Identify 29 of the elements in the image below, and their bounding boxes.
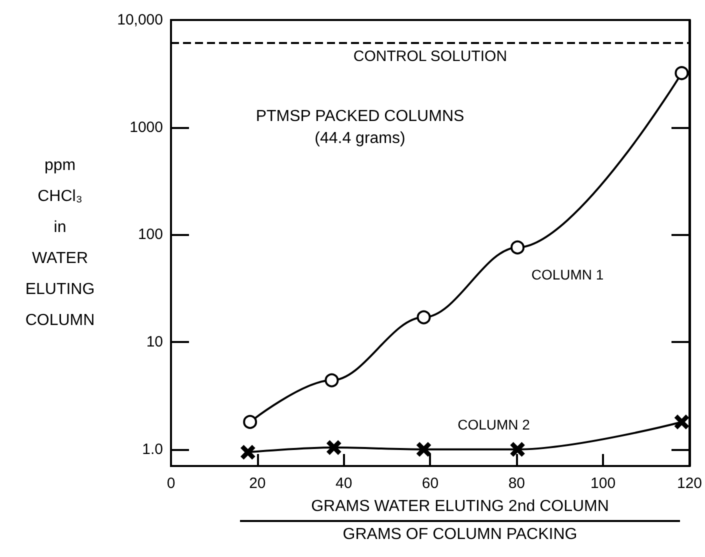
point [416,310,431,324]
x-tick-label: 100 [590,475,616,492]
x-tick-label: 80 [508,475,525,492]
x-tick-label: 0 [166,475,176,492]
point [674,66,689,80]
point [510,442,525,456]
point [324,373,339,388]
point [243,414,258,429]
x-tick-label: 60 [422,475,439,492]
series-label: COLUMN 2 [458,416,530,432]
ref-line-label: CONTROL SOLUTION [353,48,508,66]
annotation: (44.4 grams) [314,129,406,149]
x-axis-title: GRAMS WATER ELUTING 2nd COLUMN GRAMS OF COLUMN PACKING [310,497,610,545]
y-tick-label: 100 [138,226,163,244]
annotation: PTMSP PACKED COLUMNS [254,107,466,127]
y-tick-label: 10,000 [117,12,163,28]
y-tick-label: 10 [146,334,163,351]
point [674,414,689,429]
x-tick-label: 120 [676,475,702,492]
y-tick-label: 1000 [130,118,163,136]
point [510,240,525,254]
series-label: COLUMN 1 [531,266,604,282]
y-tick-label: 1.0 [142,440,163,458]
x-tick-label: 20 [249,475,266,492]
y-axis-title: ppm CHCl₃ in WATER ELUTING COLUMN [24,156,96,331]
point [240,445,255,460]
point [416,442,431,456]
x-tick-label: 40 [335,475,352,492]
point [326,440,341,455]
